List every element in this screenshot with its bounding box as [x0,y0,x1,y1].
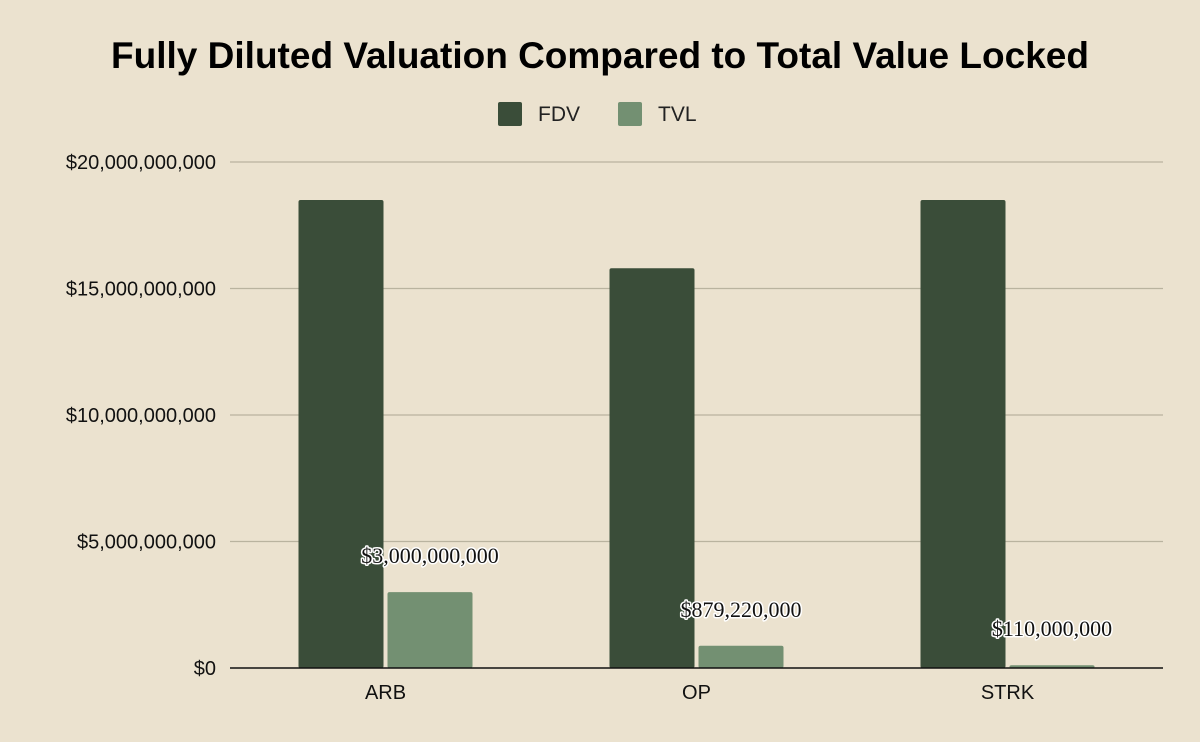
legend: FDV TVL [498,102,697,126]
y-tick-label: $10,000,000,000 [66,405,216,427]
data-label-tvl-op: $879,220,000 [681,597,802,622]
bars [298,199,1095,668]
legend-label-tvl: TVL [658,103,697,126]
y-tick-label: $15,000,000,000 [66,279,216,301]
bar-tvl-arb [387,592,473,668]
data-label-tvl-arb: $3,000,000,000 [361,543,499,568]
y-tick-label: $20,000,000,000 [66,152,216,174]
y-tick-label: $0 [194,658,216,680]
legend-label-fdv: FDV [538,103,580,126]
x-axis-ticks: ARB OP STRK [365,682,1035,704]
bar-fdv-strk [920,199,1006,668]
y-tick-label: $5,000,000,000 [77,532,216,554]
data-label-tvl-strk: $110,000,000 [992,616,1112,641]
x-tick-label-op: OP [682,682,711,704]
bar-tvl-op [698,645,784,668]
legend-swatch-fdv [498,102,522,126]
gridlines [230,161,1163,543]
chart-title: Fully Diluted Valuation Compared to Tota… [111,35,1089,76]
y-axis-ticks: $0 $5,000,000,000 $10,000,000,000 $15,000,0… [66,152,216,680]
x-tick-label-arb: ARB [365,682,406,704]
legend-swatch-tvl [618,102,642,126]
x-tick-label-strk: STRK [981,682,1035,704]
bar-fdv-arb [298,199,384,668]
data-labels: $3,000,000,000 $879,220,000 $110,000,000 [360,542,1114,643]
bar-fdv-op [609,268,695,668]
